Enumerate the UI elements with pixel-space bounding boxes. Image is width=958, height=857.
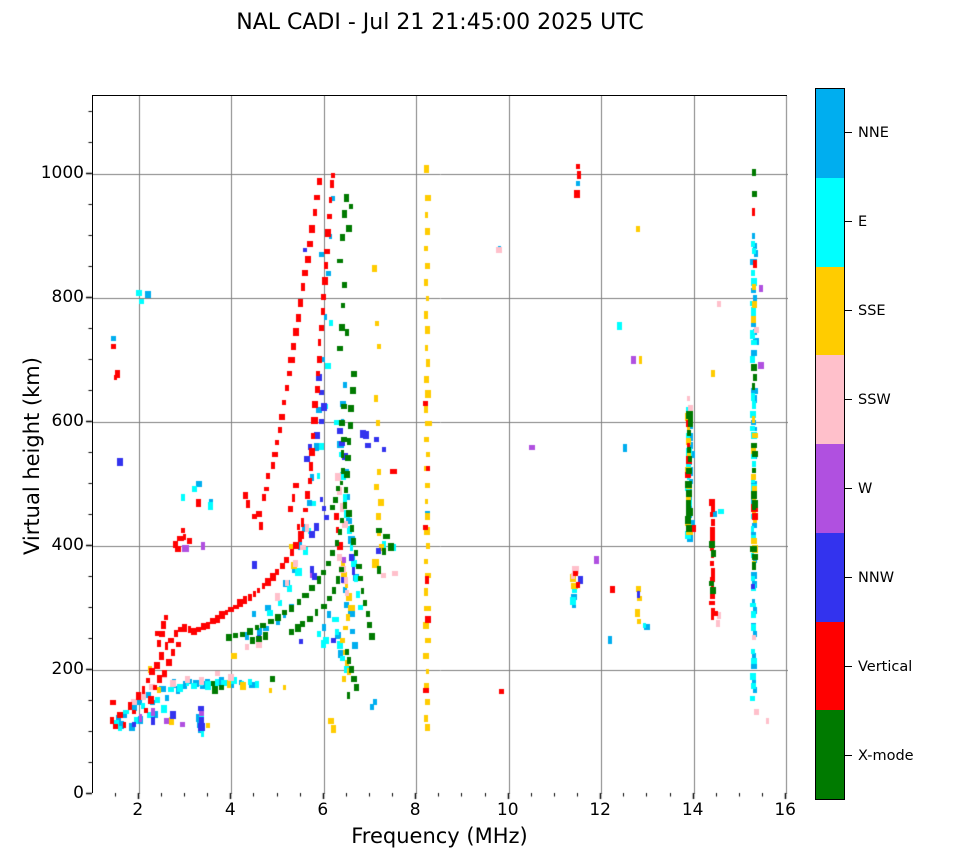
colorbar-segment-ssw bbox=[816, 355, 844, 444]
x-tick-label: 2 bbox=[132, 800, 144, 820]
colorbar-segment-w bbox=[816, 444, 844, 533]
colorbar-tick-text: NNE bbox=[858, 124, 889, 141]
colorbar-tick-text: NNW bbox=[858, 569, 895, 586]
colorbar-tick-mark-icon bbox=[845, 220, 852, 223]
colorbar-tick-nne: NNE bbox=[845, 125, 889, 141]
ionogram-canvas bbox=[93, 96, 788, 794]
x-tick-label: 8 bbox=[409, 800, 421, 820]
colorbar-tick-text: X-mode bbox=[858, 747, 914, 764]
colorbar-tick-text: SSW bbox=[858, 391, 891, 408]
colorbar-segment-nnw bbox=[816, 532, 844, 622]
colorbar-tick-x-mode: X-mode bbox=[845, 748, 914, 764]
colorbar-tick-w: W bbox=[845, 481, 872, 497]
y-axis-title: Virtual height (km) bbox=[20, 357, 44, 555]
colorbar-tick-vertical: Vertical bbox=[845, 659, 912, 675]
colorbar-tick-e: E bbox=[845, 214, 867, 230]
colorbar-tick-nnw: NNW bbox=[845, 570, 894, 586]
colorbar-tick-labels: NNE E SSE SSW W NNW Vertical X-mode bbox=[845, 88, 955, 800]
colorbar-tick-mark-icon bbox=[845, 487, 852, 490]
colorbar-segment-sse bbox=[816, 266, 844, 356]
colorbar-tick-mark-icon bbox=[845, 131, 852, 134]
colorbar-tick-text: E bbox=[858, 213, 868, 230]
colorbar-segment-x-mode bbox=[816, 710, 844, 799]
x-tick-label: 4 bbox=[224, 800, 236, 820]
colorbar-segment-nne bbox=[816, 89, 844, 178]
x-tick-label: 14 bbox=[681, 800, 704, 820]
colorbar-tick-mark-icon bbox=[845, 398, 852, 401]
x-tick-label: 6 bbox=[317, 800, 329, 820]
colorbar-tick-text: SSE bbox=[858, 302, 886, 319]
x-tick-label: 16 bbox=[774, 800, 796, 820]
x-axis-title: Frequency (MHz) bbox=[351, 824, 528, 848]
y-tick-label: 1000 bbox=[40, 163, 84, 184]
colorbar-tick-sse: SSE bbox=[845, 303, 886, 319]
colorbar-tick-mark-icon bbox=[845, 309, 852, 312]
colorbar-tick-ssw: SSW bbox=[845, 392, 891, 408]
plot-area bbox=[92, 95, 788, 794]
colorbar-tick-mark-icon bbox=[845, 754, 852, 757]
x-axis-tick-labels: 2 4 6 8 10 12 14 16 bbox=[0, 800, 958, 826]
colorbar-tick-mark-icon bbox=[845, 665, 852, 668]
colorbar-segment-e bbox=[816, 177, 844, 267]
colorbar-segment-vertical bbox=[816, 621, 844, 711]
y-tick-label: 200 bbox=[51, 659, 84, 680]
azimuth-colorbar bbox=[815, 88, 845, 800]
colorbar-tick-text: Vertical bbox=[858, 658, 913, 675]
x-tick-label: 10 bbox=[496, 800, 519, 820]
x-tick-label: 12 bbox=[589, 800, 611, 820]
colorbar-tick-mark-icon bbox=[845, 576, 852, 579]
colorbar-tick-text: W bbox=[858, 480, 873, 497]
page-title: NAL CADI - Jul 21 21:45:00 2025 UTC bbox=[236, 10, 644, 35]
